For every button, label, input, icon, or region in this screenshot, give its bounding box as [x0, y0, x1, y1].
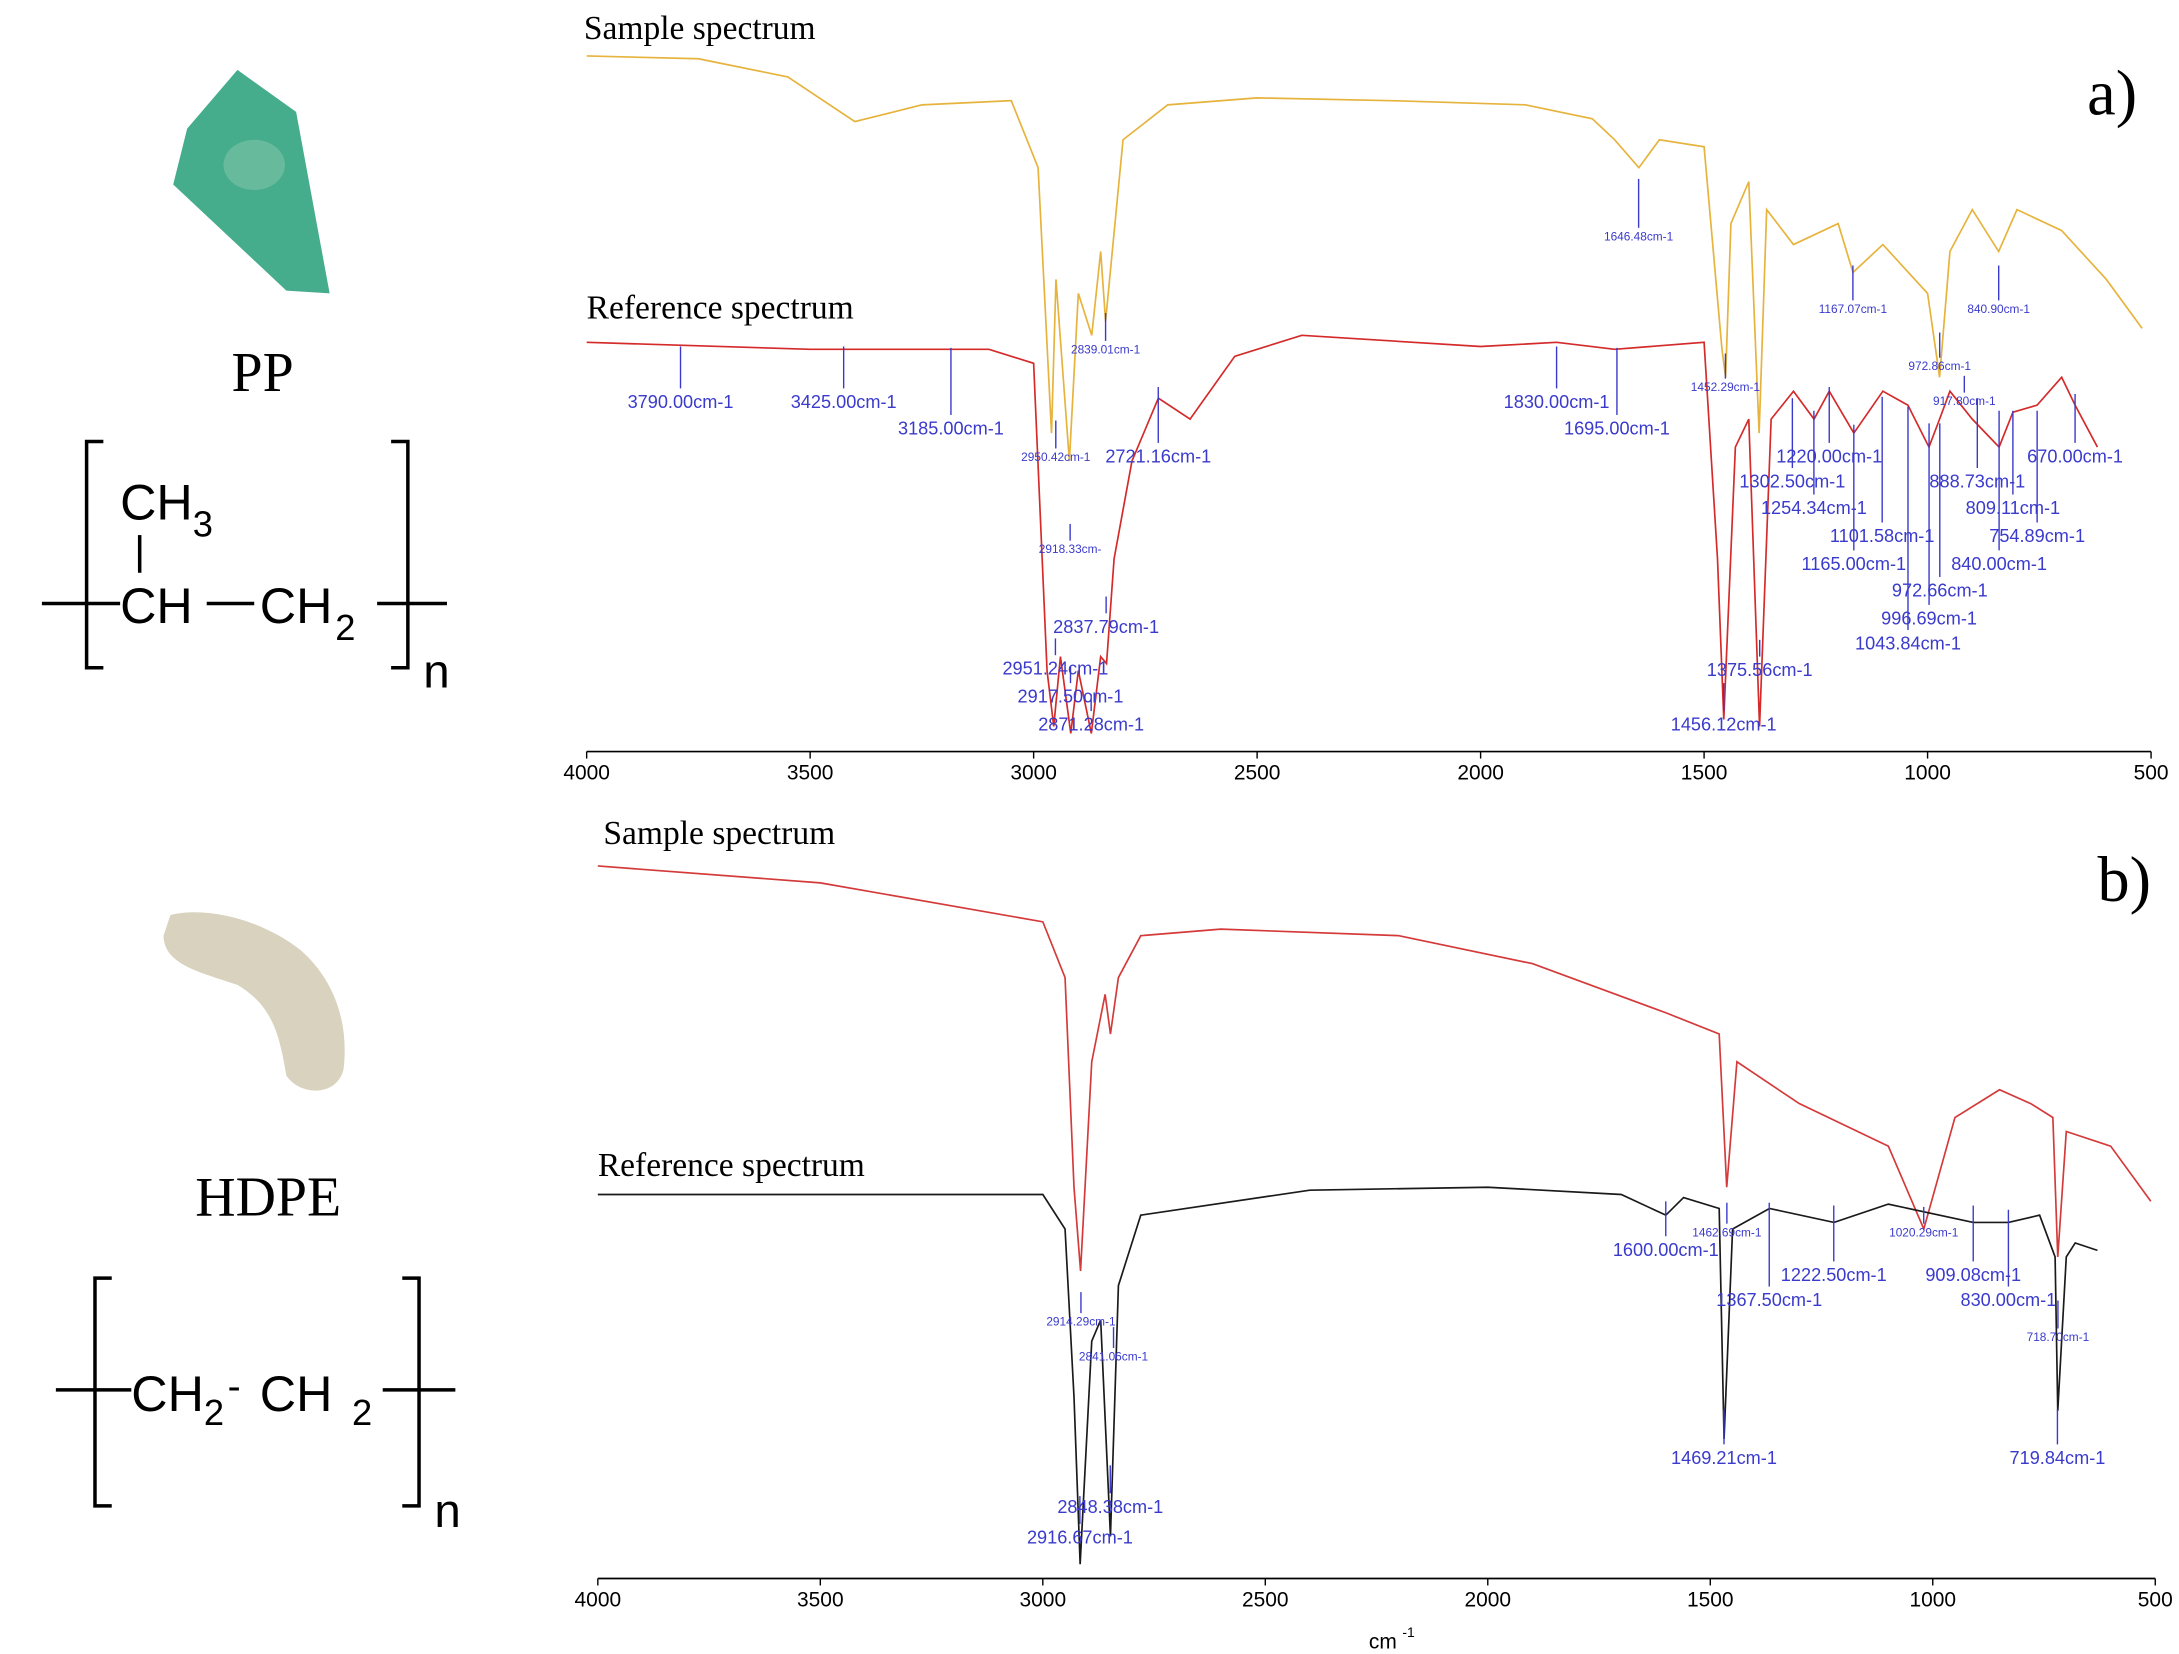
peak-label: 972.66cm-1 [1892, 581, 1988, 601]
series-label: Sample spectrum [603, 815, 835, 852]
peak-label: 754.89cm-1 [1989, 526, 2085, 546]
x-tick-label: 3000 [1020, 1588, 1067, 1611]
peak-label: 1646.48cm-1 [1604, 229, 1674, 243]
peak-label: 3425.00cm-1 [791, 392, 897, 412]
formula-index: 3 [193, 503, 213, 544]
peak-label: 1456.12cm-1 [1671, 715, 1777, 735]
formula-text: CH [260, 577, 333, 634]
peak-label: 888.73cm-1 [1929, 472, 2025, 492]
panel-label: a) [2087, 58, 2137, 129]
peak-label: 1165.00cm-1 [1802, 554, 1907, 574]
peak-label: 909.08cm-1 [1925, 1265, 2021, 1285]
series-label: Reference spectrum [587, 290, 854, 327]
formula-bond: - [228, 1366, 241, 1409]
x-tick-label: 2000 [1457, 762, 1504, 785]
hdpe-photo [163, 912, 345, 1091]
spectrum-line [586, 55, 2143, 462]
peak-label: 2918.33cm- [1039, 542, 1102, 556]
peak-label: 830.00cm-1 [1961, 1290, 2057, 1310]
peak-label: 1254.34cm-1 [1761, 498, 1867, 518]
peak-label: 2871.28cm-1 [1038, 715, 1144, 735]
peak-label: 2839.01cm-1 [1071, 342, 1141, 356]
peak-label: 1367.50cm-1 [1716, 1290, 1822, 1310]
peak-label: 2841.06cm-1 [1079, 1350, 1149, 1364]
peak-label: 2916.67cm-1 [1027, 1528, 1133, 1548]
peak-label: 2848.38cm-1 [1057, 1497, 1163, 1517]
peak-label: 1220.00cm-1 [1776, 446, 1882, 466]
x-tick-label: 1500 [1681, 762, 1728, 785]
peak-label: 1222.50cm-1 [1781, 1265, 1887, 1285]
x-tick-label: 1500 [1687, 1588, 1734, 1611]
formula-text: CH [260, 1365, 333, 1422]
formula-index: 2 [335, 607, 355, 648]
x-tick-label: 1000 [1904, 762, 1951, 785]
peak-label: 1043.84cm-1 [1855, 634, 1961, 654]
peak-label: 2914.29cm-1 [1046, 1315, 1116, 1329]
peak-label: 1302.50cm-1 [1739, 472, 1845, 492]
formula-text: CH [131, 1365, 204, 1422]
peak-label: 1167.07cm-1 [1819, 302, 1888, 316]
peak-label: 1452.29cm-1 [1691, 380, 1761, 394]
x-tick-label: 4000 [563, 762, 610, 785]
series-label: Sample spectrum [584, 10, 816, 47]
specimen-name: PP [232, 342, 294, 404]
x-tick-label: 3000 [1010, 762, 1057, 785]
peak-label: 2950.42cm-1 [1021, 450, 1091, 464]
series-label: Reference spectrum [598, 1147, 865, 1184]
peak-label: 670.00cm-1 [2027, 446, 2123, 466]
x-axis-label: cm [1369, 1630, 1397, 1653]
peak-label: 2721.16cm-1 [1105, 446, 1211, 466]
formula-index: 2 [352, 1392, 372, 1433]
x-tick-label: 2000 [1464, 1588, 1511, 1611]
peak-label: 3790.00cm-1 [628, 392, 734, 412]
peak-label: 1695.00cm-1 [1564, 419, 1670, 439]
x-tick-label: 2500 [1242, 1588, 1289, 1611]
peak-label: 1469.21cm-1 [1671, 1448, 1777, 1468]
peak-label: 2951.24cm-1 [1002, 659, 1108, 679]
formula-repeat: n [423, 645, 449, 698]
peak-label: 1830.00cm-1 [1504, 392, 1610, 412]
hdpe-structure [55, 1276, 456, 1508]
panel-label: b) [2098, 844, 2152, 915]
formula-index: 2 [204, 1392, 224, 1433]
peak-label: 840.90cm-1 [1967, 302, 2030, 316]
x-tick-label: 500 [2138, 1588, 2173, 1611]
peak-label: 809.11cm-1 [1966, 498, 2060, 518]
peak-label: 2837.79cm-1 [1053, 617, 1159, 637]
x-tick-label: 1000 [1909, 1588, 1956, 1611]
pp-structure [41, 439, 447, 670]
peak-label: 996.69cm-1 [1881, 608, 1977, 628]
peak-label: 1375.56cm-1 [1707, 660, 1813, 680]
x-axis-label-superscript: -1 [1402, 1624, 1415, 1640]
peak-label: 3185.00cm-1 [898, 419, 1004, 439]
peak-label: 1101.58cm-1 [1830, 526, 1935, 546]
peak-label: 2917.50cm-1 [1018, 687, 1124, 707]
peak-label: 972.86cm-1 [1908, 359, 1971, 373]
x-tick-label: 3500 [797, 1588, 844, 1611]
peak-label: 1020.29cm-1 [1889, 1225, 1959, 1239]
x-tick-label: 3500 [787, 762, 834, 785]
specimen-name: HDPE [195, 1166, 341, 1228]
peak-label: 719.84cm-1 [2010, 1448, 2106, 1468]
peak-label: 840.00cm-1 [1951, 554, 2047, 574]
formula-text: CH [120, 474, 193, 531]
x-tick-label: 4000 [575, 1588, 622, 1611]
peak-label: 718.70cm-1 [2027, 1330, 2090, 1344]
peak-label: 1462.69cm-1 [1692, 1225, 1762, 1239]
spectrum-line [597, 865, 2152, 1271]
x-tick-label: 500 [2134, 762, 2169, 785]
formula-text: CH [120, 577, 193, 634]
x-tick-label: 2500 [1234, 762, 1281, 785]
spectrum-line [586, 334, 2099, 734]
peak-label: 1600.00cm-1 [1613, 1240, 1719, 1260]
spectrum-line [597, 1186, 2098, 1565]
formula-repeat: n [434, 1485, 460, 1538]
pp-photo-spot [223, 139, 285, 191]
peak-label: 917.80cm-1 [1933, 394, 1996, 408]
